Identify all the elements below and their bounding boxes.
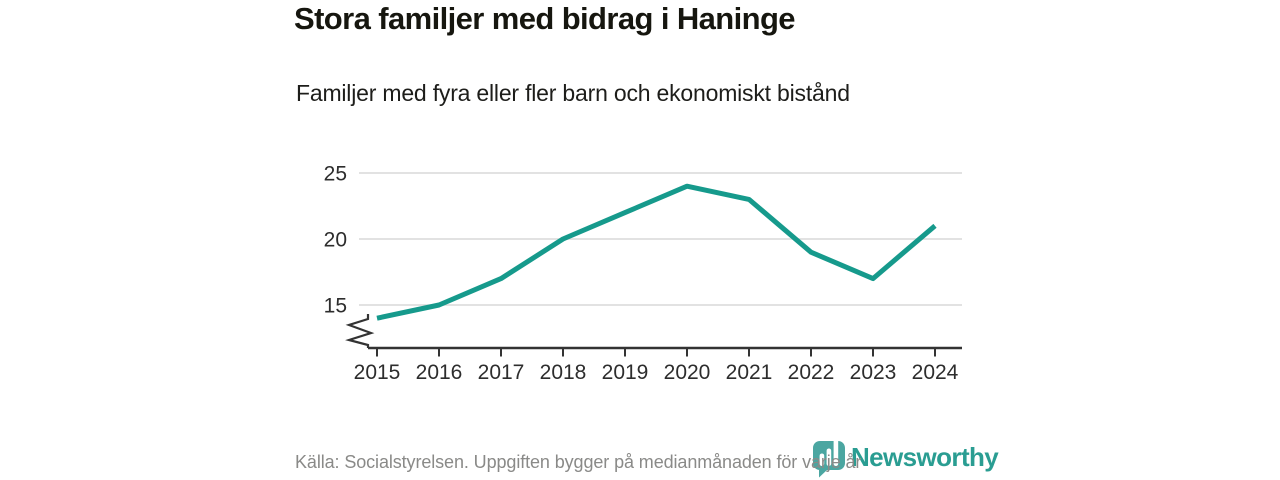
data-line (376, 183, 937, 321)
logo-bar-short (819, 453, 825, 466)
y-tick-label: 25 (324, 163, 347, 186)
x-tick-label: 2019 (602, 361, 649, 384)
chart-subtitle: Familjer med fyra eller fler barn och ek… (296, 80, 850, 106)
source-caption: Källa: Socialstyrelsen. Uppgiften bygger… (295, 452, 862, 472)
newsworthy-logo: Newsworthy (812, 438, 999, 478)
y-tick-label: 15 (324, 295, 347, 318)
x-tick-label: 2023 (850, 361, 897, 384)
chart-title: Stora familjer med bidrag i Haninge (294, 1, 796, 36)
logo-bar-medium (826, 448, 832, 466)
newsworthy-logo-text: Newsworthy (851, 442, 999, 472)
x-tick-label: 2024 (912, 361, 959, 384)
x-tick-label: 2018 (540, 361, 587, 384)
bar-chart-bubble-icon (813, 438, 845, 478)
line-chart: 15 20 25 2015 2016 2017 2018 2019 2020 2021 2022 20… (324, 163, 962, 384)
x-tick-label: 2022 (788, 361, 835, 384)
x-tick-label: 2021 (726, 361, 773, 384)
x-tick-label: 2020 (664, 361, 711, 384)
axis-break-icon (345, 314, 375, 348)
logo-bar-tall (833, 438, 839, 466)
y-tick-label: 20 (324, 229, 347, 252)
x-tick-label: 2017 (478, 361, 525, 384)
x-tick-label: 2016 (416, 361, 463, 384)
x-tick-label: 2015 (354, 361, 401, 384)
